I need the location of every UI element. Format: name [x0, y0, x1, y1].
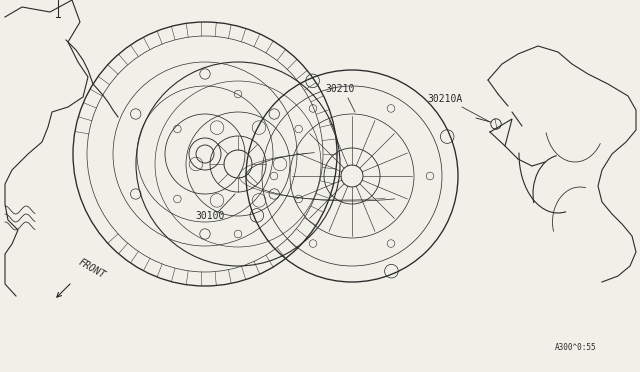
Text: 30100: 30100	[195, 211, 225, 221]
Text: A300^0:55: A300^0:55	[555, 343, 596, 352]
Text: 30210A: 30210A	[428, 94, 463, 104]
Text: 30210: 30210	[325, 84, 355, 94]
Text: FRONT: FRONT	[77, 257, 108, 280]
